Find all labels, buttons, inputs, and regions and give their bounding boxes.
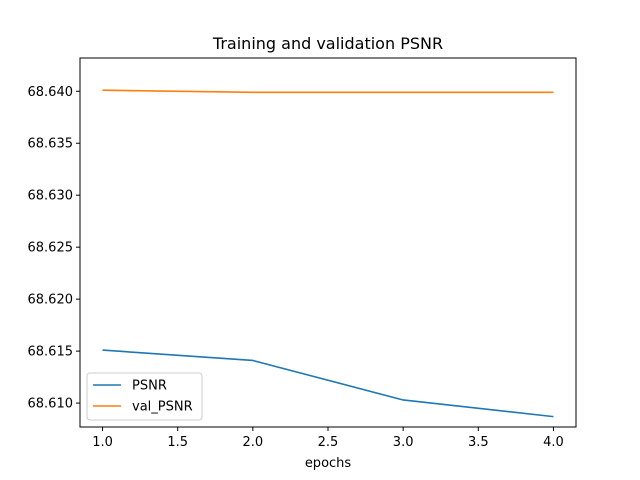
y-tick-label: 68.615 (28, 345, 74, 360)
y-tick-label: 68.640 (28, 85, 74, 100)
y-tick-label: 68.625 (28, 241, 74, 256)
x-tick-label: 4.0 (543, 435, 564, 450)
x-tick-label: 3.5 (468, 435, 489, 450)
x-tick-label: 3.0 (393, 435, 414, 450)
legend-label-0: PSNR (132, 379, 167, 394)
y-axis: 68.610 68.615 68.620 68.625 68.630 68.635 68.6… (28, 85, 80, 412)
series-line-0 (102, 349, 554, 418)
y-tick-label: 68.620 (28, 293, 74, 308)
x-axis-label: epochs (305, 456, 352, 471)
y-tick-label: 68.635 (28, 137, 74, 152)
x-tick-label: 2.5 (318, 435, 339, 450)
legend: PSNR val_PSNR (86, 372, 203, 421)
x-tick-label: 1.5 (167, 435, 188, 450)
plot-lines (102, 89, 554, 418)
chart-title: Training and validation PSNR (212, 34, 443, 53)
plot-frame (79, 57, 577, 428)
y-tick-label: 68.630 (28, 189, 74, 204)
x-tick-label: 1.0 (92, 435, 113, 450)
y-tick-label: 68.610 (28, 397, 74, 412)
x-axis: 1.0 1.5 2.0 2.5 3.0 3.5 4.0 (92, 427, 564, 450)
x-tick-label: 2.0 (243, 435, 264, 450)
legend-label-1: val_PSNR (132, 400, 193, 415)
series-line-1 (102, 89, 554, 94)
